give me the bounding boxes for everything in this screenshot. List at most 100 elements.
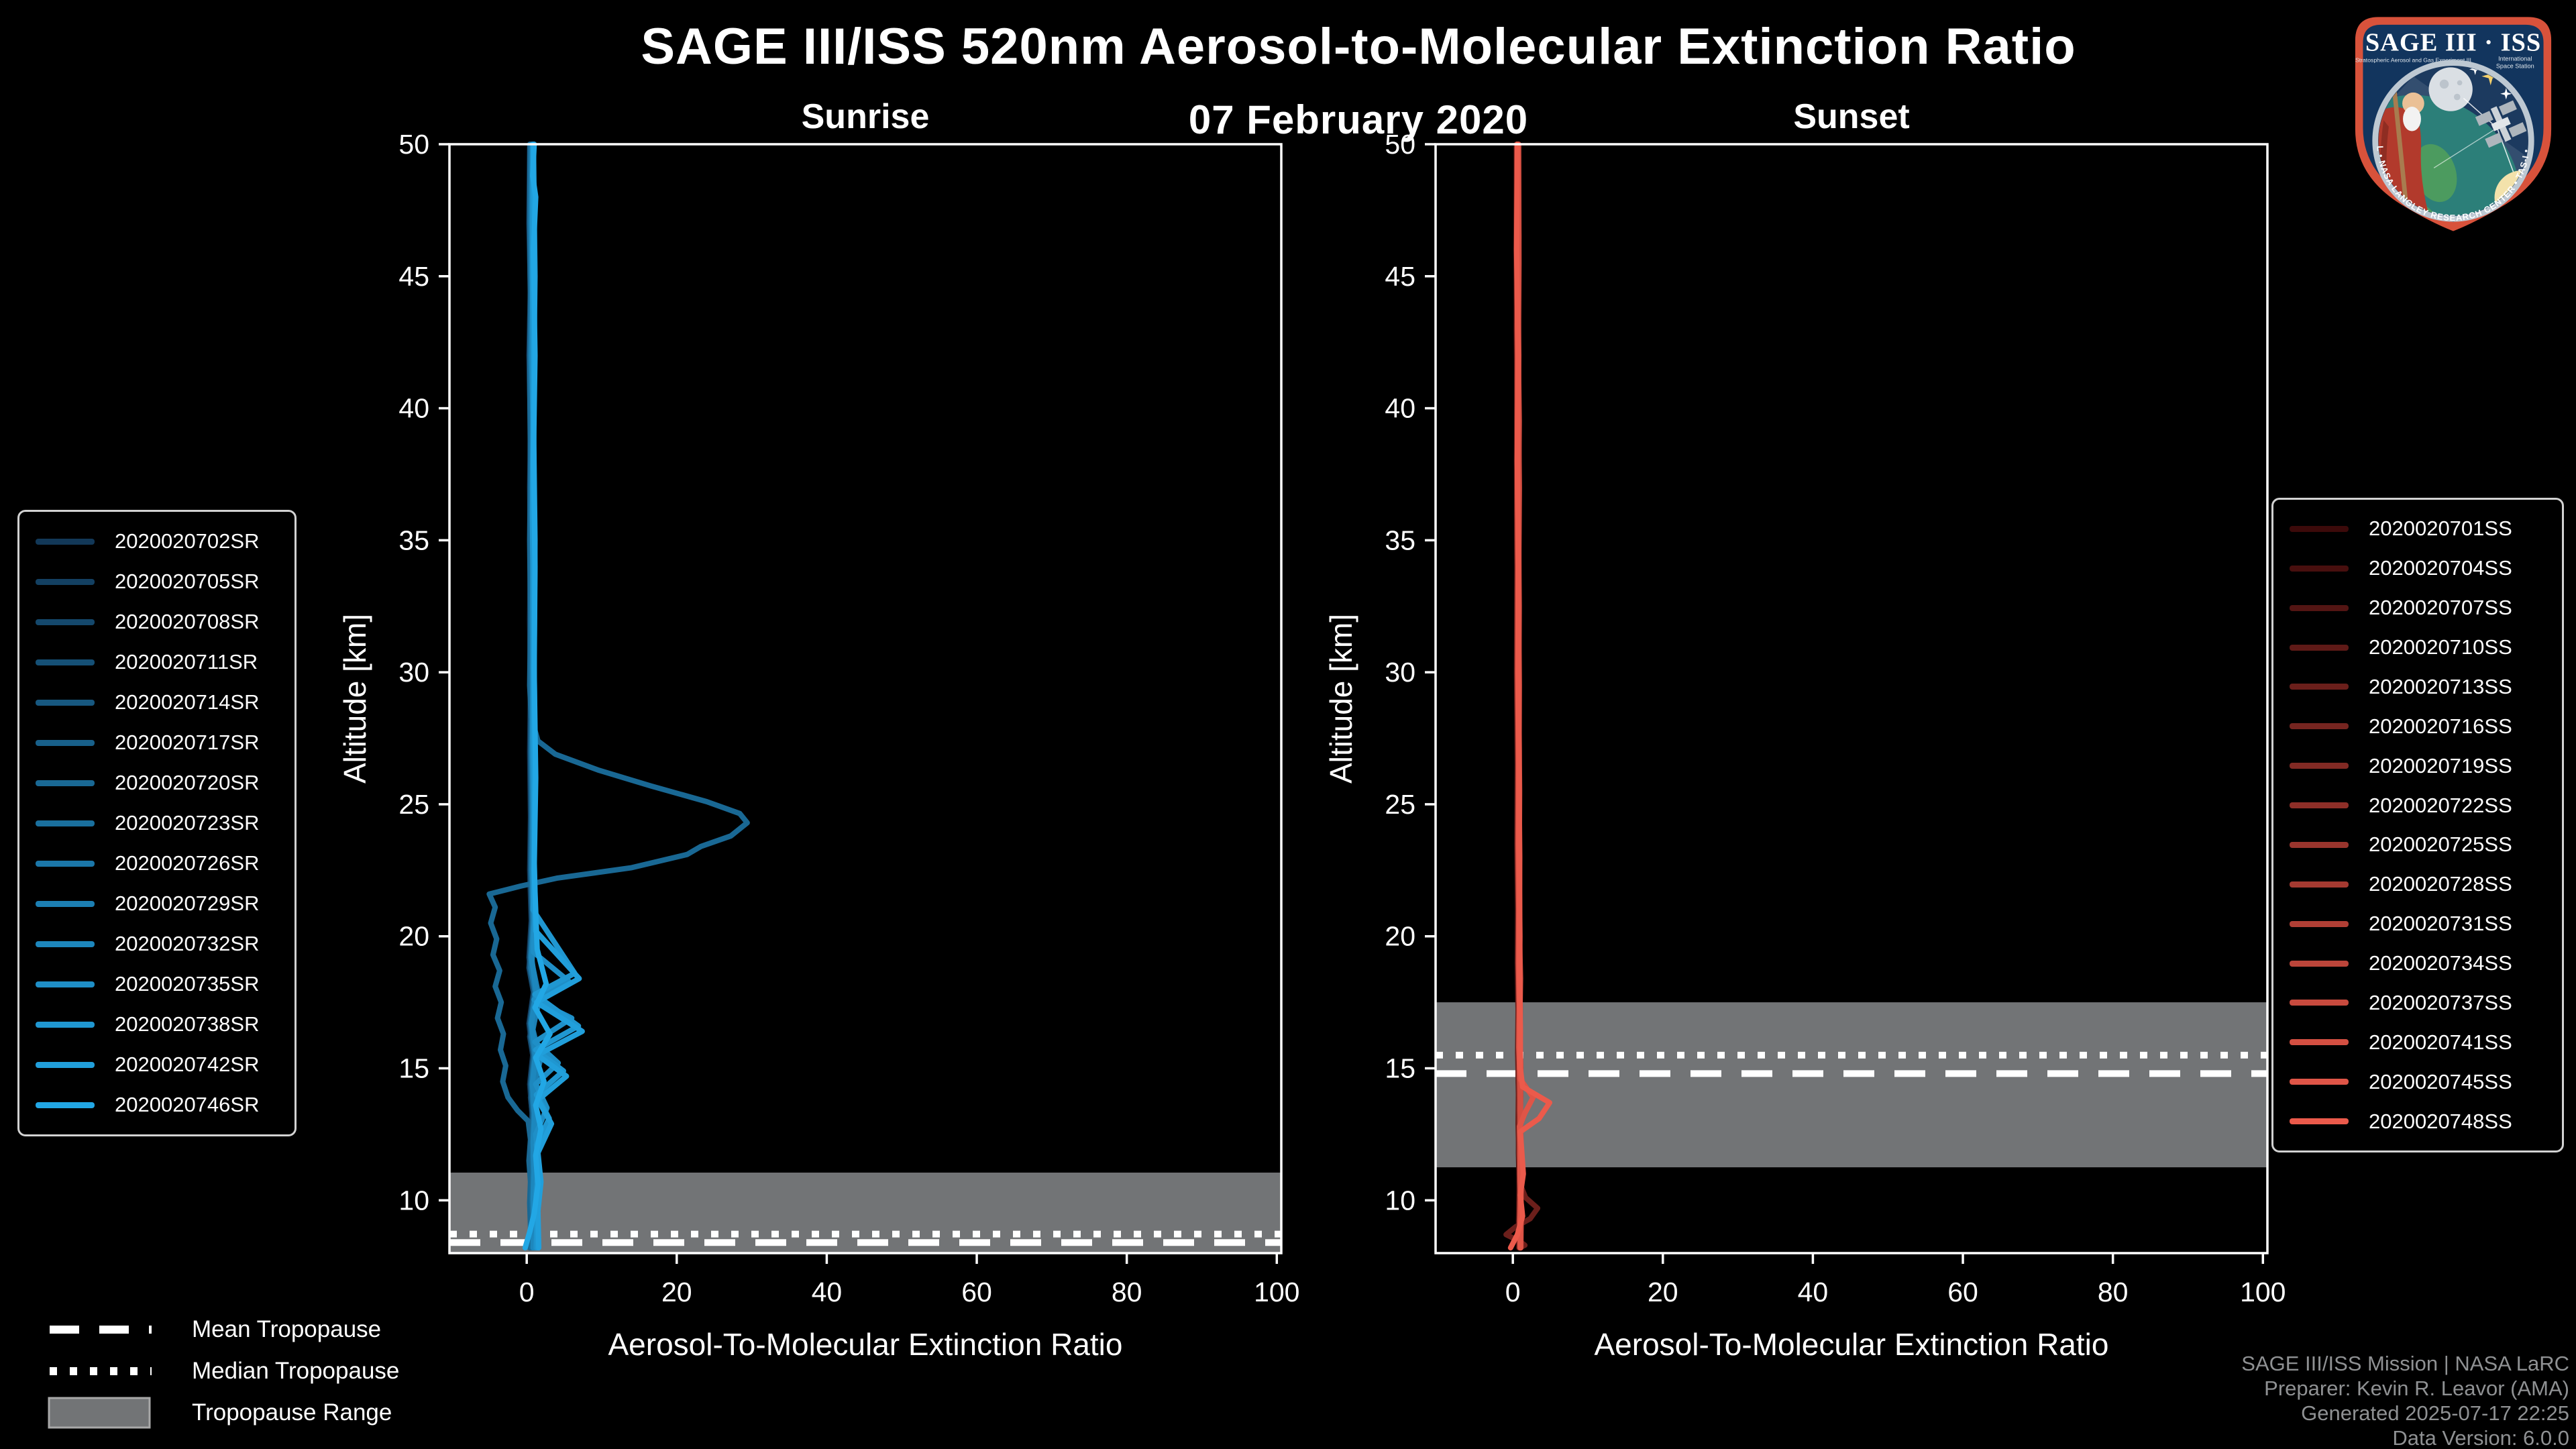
sunset-panel: 0 20 40 60 80 100 10 15 20 25 30 35 40 45 50 Sunset Aero… [1324, 97, 2286, 1362]
legend-row-2020020701SS: 2020020701SS [2290, 517, 2555, 541]
y-tick-label: 50 [1385, 129, 1415, 160]
tropopause-range-label: Tropopause Range [192, 1399, 392, 1426]
sage-iii-iss-mission-patch: SAGE III · ISS Stratospheric Aerosol and… [2337, 7, 2552, 231]
legend-line-swatch [36, 619, 95, 625]
legend-row-2020020746SR: 2020020746SR [36, 1093, 288, 1117]
tropopause-range-legend-row: Tropopause Range [47, 1395, 399, 1430]
moon-crater-1 [2439, 79, 2449, 89]
y-tick-label: 35 [1385, 525, 1415, 555]
attribution-mission: SAGE III/ISS Mission | NASA LaRC [2241, 1352, 2569, 1375]
legend-row-2020020714SR: 2020020714SR [36, 690, 288, 714]
legend-row-2020020745SS: 2020020745SS [2290, 1070, 2555, 1094]
legend-row-2020020713SS: 2020020713SS [2290, 675, 2555, 699]
legend-label: 2020020742SR [115, 1053, 260, 1076]
y-tick-label: 15 [1385, 1053, 1415, 1084]
legend-line-swatch [2290, 525, 2349, 532]
legend-label: 2020020704SS [2369, 556, 2512, 580]
iss [2475, 100, 2527, 148]
legend-line-swatch [36, 699, 95, 706]
x-tick-label: 100 [1254, 1277, 1299, 1307]
patch-subtitle-left: Stratospheric Aerosol and Gas Experiment… [2355, 57, 2471, 64]
legend-row-2020020748SS: 2020020748SS [2290, 1110, 2555, 1134]
patch-subtitle-right-1: International [2498, 56, 2532, 62]
mean-tropopause-label: Mean Tropopause [192, 1316, 382, 1342]
legend-row-2020020725SS: 2020020725SS [2290, 833, 2555, 857]
legend-label: 2020020731SS [2369, 912, 2512, 936]
legend-row-2020020723SR: 2020020723SR [36, 811, 288, 835]
panel-title: Sunrise [802, 97, 930, 136]
legend-line-swatch [36, 1061, 95, 1068]
x-tick-label: 80 [1112, 1277, 1142, 1307]
legend-line-swatch [2290, 763, 2349, 769]
legend-label: 2020020725SS [2369, 833, 2512, 857]
legend-line-swatch [36, 739, 95, 746]
legend-line-swatch [2290, 1039, 2349, 1046]
legend-row-2020020735SR: 2020020735SR [36, 972, 288, 996]
legend-row-2020020737SS: 2020020737SS [2290, 991, 2555, 1015]
legend-label: 2020020748SS [2369, 1109, 2512, 1133]
attribution-generated: Generated 2025-07-17 22:25 [2301, 1401, 2569, 1425]
legend-label: 2020020745SS [2369, 1069, 2512, 1093]
mean-tropopause-dash-swatch [50, 1326, 152, 1334]
axes-frame [448, 143, 1283, 1254]
y-tick-label: 10 [1385, 1185, 1415, 1216]
panel-title: Sunset [1793, 97, 1909, 136]
patch-title: SAGE III · ISS [2365, 28, 2541, 56]
legend-line-swatch [36, 1021, 95, 1028]
profile-2020020748SS [1507, 142, 1552, 1251]
legend-line-swatch [2290, 1079, 2349, 1085]
legend-row-2020020711SR: 2020020711SR [36, 650, 288, 674]
tropopause-range-swatch [48, 1397, 151, 1429]
legend-label: 2020020707SS [2369, 596, 2512, 620]
figure-title: SAGE III/ISS 520nm Aerosol-to-Molecular … [641, 18, 2076, 75]
legend-row-2020020716SS: 2020020716SS [2290, 714, 2555, 739]
y-tick-label: 10 [398, 1185, 429, 1216]
legend-row-2020020717SR: 2020020717SR [36, 731, 288, 755]
legend-label: 2020020735SR [115, 972, 260, 996]
y-tick-label: 20 [1385, 921, 1415, 952]
y-tick-label: 35 [398, 525, 429, 555]
legend-line-swatch [36, 860, 95, 867]
legend-label: 2020020701SS [2369, 517, 2512, 541]
legend-label: 2020020702SR [115, 529, 260, 553]
tropopause-range-band [1436, 1002, 2267, 1168]
y-tick-label: 25 [1385, 789, 1415, 820]
y-tick-label: 40 [1385, 393, 1415, 424]
x-tick-label: 40 [812, 1277, 843, 1307]
attribution-preparer: Preparer: Kevin R. Leavor (AMA) [2264, 1377, 2569, 1400]
legend-row-2020020704SS: 2020020704SS [2290, 556, 2555, 580]
median-tropopause-legend-row: Median Tropopause [47, 1354, 399, 1389]
legend-row-2020020705SR: 2020020705SR [36, 570, 288, 594]
legend-label: 2020020737SS [2369, 990, 2512, 1014]
mean-tropopause-legend-row: Mean Tropopause [47, 1312, 399, 1347]
occultation-ray-earth [2433, 127, 2498, 168]
legend-line-swatch [36, 538, 95, 545]
legend-line-swatch [36, 941, 95, 947]
legend-row-2020020726SR: 2020020726SR [36, 851, 288, 875]
legend-row-2020020719SS: 2020020719SS [2290, 754, 2555, 778]
legend-row-2020020731SS: 2020020731SS [2290, 912, 2555, 936]
legend-label: 2020020714SR [115, 690, 260, 714]
sunrise-panel: 0 20 40 60 80 100 10 15 20 25 30 35 40 45 50 Sunrise Aer… [337, 97, 1300, 1362]
y-tick-label: 30 [398, 657, 429, 688]
legend-row-2020020707SS: 2020020707SS [2290, 596, 2555, 620]
legend-line-swatch [2290, 604, 2349, 611]
legend-line-swatch [2290, 644, 2349, 651]
legend-row-2020020710SS: 2020020710SS [2290, 635, 2555, 659]
tropopause-legend: Mean Tropopause Median Tropopause Tropop… [47, 1312, 399, 1430]
figure-beard [2403, 106, 2421, 131]
legend-line-swatch [36, 659, 95, 665]
legend-row-2020020734SS: 2020020734SS [2290, 951, 2555, 975]
legend-label: 2020020713SS [2369, 674, 2512, 698]
legend-label: 2020020716SS [2369, 714, 2512, 738]
legend-row-2020020741SS: 2020020741SS [2290, 1030, 2555, 1055]
occultation-ray-moon [2463, 97, 2498, 129]
x-tick-label: 60 [1947, 1277, 1978, 1307]
legend-label: 2020020734SS [2369, 951, 2512, 975]
figure-date: 07 February 2020 [1188, 97, 1529, 142]
legend-row-2020020742SR: 2020020742SR [36, 1053, 288, 1077]
median-tropopause-dot-swatch [50, 1367, 152, 1375]
x-tick-label: 40 [1798, 1277, 1829, 1307]
legend-row-2020020702SR: 2020020702SR [36, 529, 288, 553]
